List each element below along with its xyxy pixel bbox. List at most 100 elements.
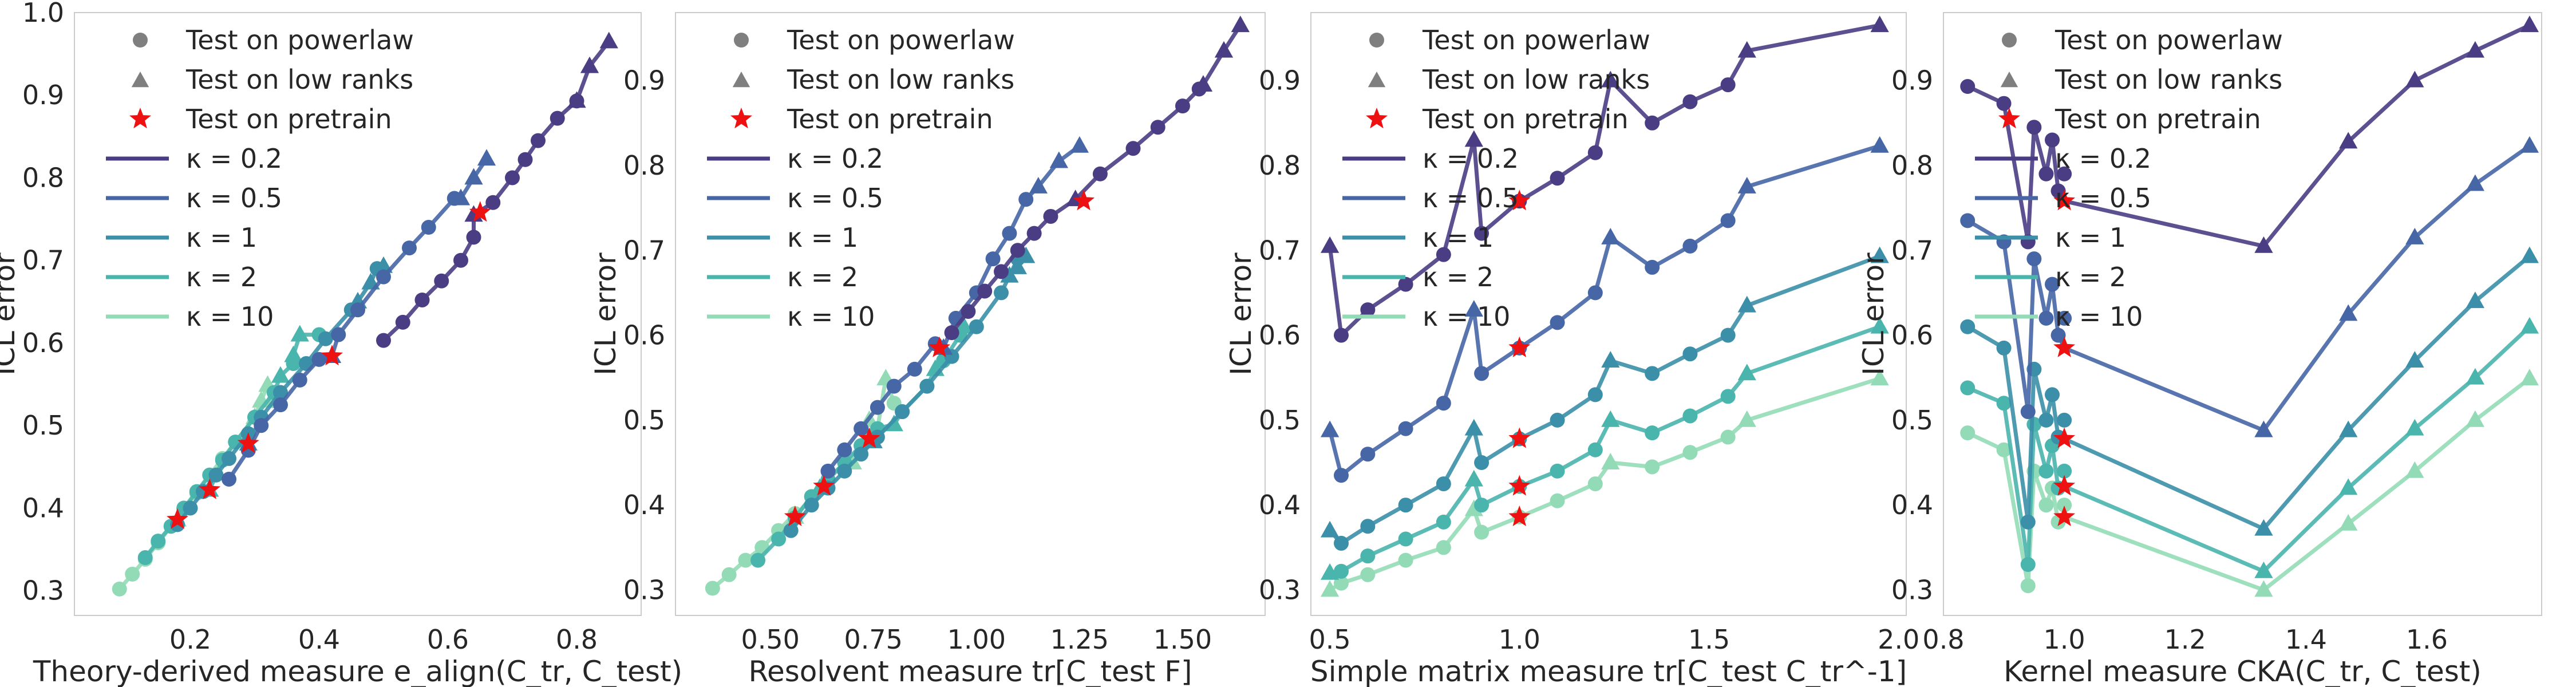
powerlaw-point (1645, 259, 1660, 275)
pretrain-point (1508, 336, 1531, 357)
powerlaw-point (985, 251, 1001, 267)
lowrank-point (2466, 291, 2485, 309)
pretrain-point (784, 506, 806, 527)
pretrain-point (2053, 427, 2076, 448)
lowrank-point (2254, 420, 2273, 437)
legend-triangle-marker (2000, 72, 2018, 88)
powerlaw-point (2038, 412, 2054, 428)
x-tick-label: 0.50 (741, 624, 799, 655)
powerlaw-point (1960, 213, 1976, 228)
powerlaw-point (402, 240, 417, 256)
powerlaw-point (1436, 247, 1451, 262)
lowrank-point (2466, 368, 2485, 385)
lowrank-point (1870, 246, 1889, 263)
chart-panel-4: 0.3 0.4 0.5 0.6 0.7 0.8 0.9 0.8 1.0 1.2 1.4 1.6 ICL … (1857, 12, 2542, 687)
lowrank-point (2520, 136, 2539, 153)
y-tick-label: 0.5 (623, 405, 665, 436)
y-axis-label: ICL error (1224, 252, 1258, 376)
pretrain-point (167, 508, 188, 529)
lowrank-point (2339, 420, 2358, 437)
legend-label: κ = 2 (2055, 262, 2126, 293)
y-tick-label: 0.4 (623, 489, 665, 520)
legend-label: κ = 0.5 (787, 183, 883, 214)
y-tick-label: 0.5 (1259, 405, 1301, 436)
x-axis-label: Theory-derived measure e_align(C_tr, C_t… (33, 655, 682, 687)
x-tick-label: 0.6 (427, 624, 469, 655)
lowrank-point (290, 325, 309, 342)
lowrank-point (1870, 15, 1889, 33)
x-tick-label: 1.25 (1050, 624, 1109, 655)
lowrank-point (1008, 257, 1027, 274)
powerlaw-point (350, 302, 365, 318)
powerlaw-point (1682, 346, 1698, 362)
powerlaw-point (1092, 166, 1108, 181)
powerlaw-point (1150, 120, 1165, 135)
pretrain-point (2053, 336, 2076, 357)
powerlaw-point (2020, 557, 2036, 572)
y-tick-label: 0.4 (22, 492, 64, 523)
series-kappa-0.2 (1960, 15, 2539, 253)
legend: Test on powerlaw Test on low ranks Test on… (1975, 25, 2283, 332)
y-axis-label: ICL error (589, 252, 622, 376)
y-tick-label: 0.4 (1259, 489, 1301, 520)
pretrain-point (1508, 189, 1531, 211)
pretrain-point (1508, 506, 1531, 527)
powerlaw-point (1002, 226, 1017, 241)
legend-label: Test on powerlaw (185, 25, 414, 56)
powerlaw-point (969, 319, 984, 334)
lowrank-point (1070, 136, 1089, 153)
powerlaw-point (466, 230, 481, 245)
x-axis-label: Simple matrix measure tr[C_test C_tr^-1] (1310, 655, 1907, 687)
powerlaw-point (2057, 498, 2072, 513)
powerlaw-point (1360, 567, 1376, 582)
powerlaw-point (2020, 514, 2036, 530)
y-tick-label: 0.3 (1891, 575, 1933, 606)
lowrank-point (464, 168, 483, 185)
powerlaw-point (977, 283, 993, 299)
powerlaw-point (1550, 412, 1565, 428)
lowrank-point (567, 91, 586, 108)
lowrank-point (2254, 236, 2273, 253)
lowrank-point (2339, 304, 2358, 321)
legend-label: κ = 10 (1423, 301, 1510, 332)
powerlaw-point (311, 352, 327, 367)
legend-circle-marker (2002, 33, 2017, 48)
pretrain-point (2053, 475, 2076, 496)
powerlaw-point (820, 463, 836, 479)
powerlaw-point (1587, 285, 1603, 301)
series-kappa-0.2 (1320, 15, 1889, 343)
y-tick-label: 0.8 (22, 162, 64, 193)
x-tick-label: 1.0 (2044, 624, 2085, 655)
powerlaw-point (505, 170, 520, 185)
lowrank-point (1029, 177, 1048, 194)
y-tick-label: 0.7 (623, 235, 665, 266)
powerlaw-point (994, 285, 1009, 301)
powerlaw-point (907, 361, 922, 377)
powerlaw-point (1960, 380, 1976, 396)
x-tick-label: 0.8 (1922, 624, 1964, 655)
powerlaw-point (395, 314, 410, 330)
powerlaw-point (1360, 447, 1376, 462)
x-axis-label: Resolvent measure tr[C_test F] (748, 655, 1192, 687)
lowrank-point (1017, 246, 1036, 263)
powerlaw-point (1996, 96, 2012, 111)
legend-label: κ = 2 (186, 262, 257, 293)
y-tick-label: 0.5 (1891, 405, 1933, 436)
x-tick-label: 0.4 (298, 624, 340, 655)
lowrank-point (1320, 580, 1340, 597)
powerlaw-point (1720, 213, 1736, 228)
lowrank-point (1000, 266, 1019, 283)
lowrank-point (2466, 41, 2485, 58)
lowrank-point (2520, 317, 2539, 334)
powerlaw-point (1125, 141, 1141, 156)
powerlaw-point (1645, 115, 1660, 131)
powerlaw-point (1360, 302, 1376, 318)
powerlaw-point (721, 567, 737, 582)
legend-label: κ = 0.5 (186, 183, 282, 214)
powerlaw-point (1960, 425, 1976, 441)
series-kappa-0.5 (1320, 136, 1889, 483)
powerlaw-point (1682, 94, 1698, 109)
y-tick-label: 0.9 (623, 65, 665, 96)
legend-label: κ = 0.2 (1423, 143, 1519, 174)
powerlaw-point (886, 378, 902, 394)
